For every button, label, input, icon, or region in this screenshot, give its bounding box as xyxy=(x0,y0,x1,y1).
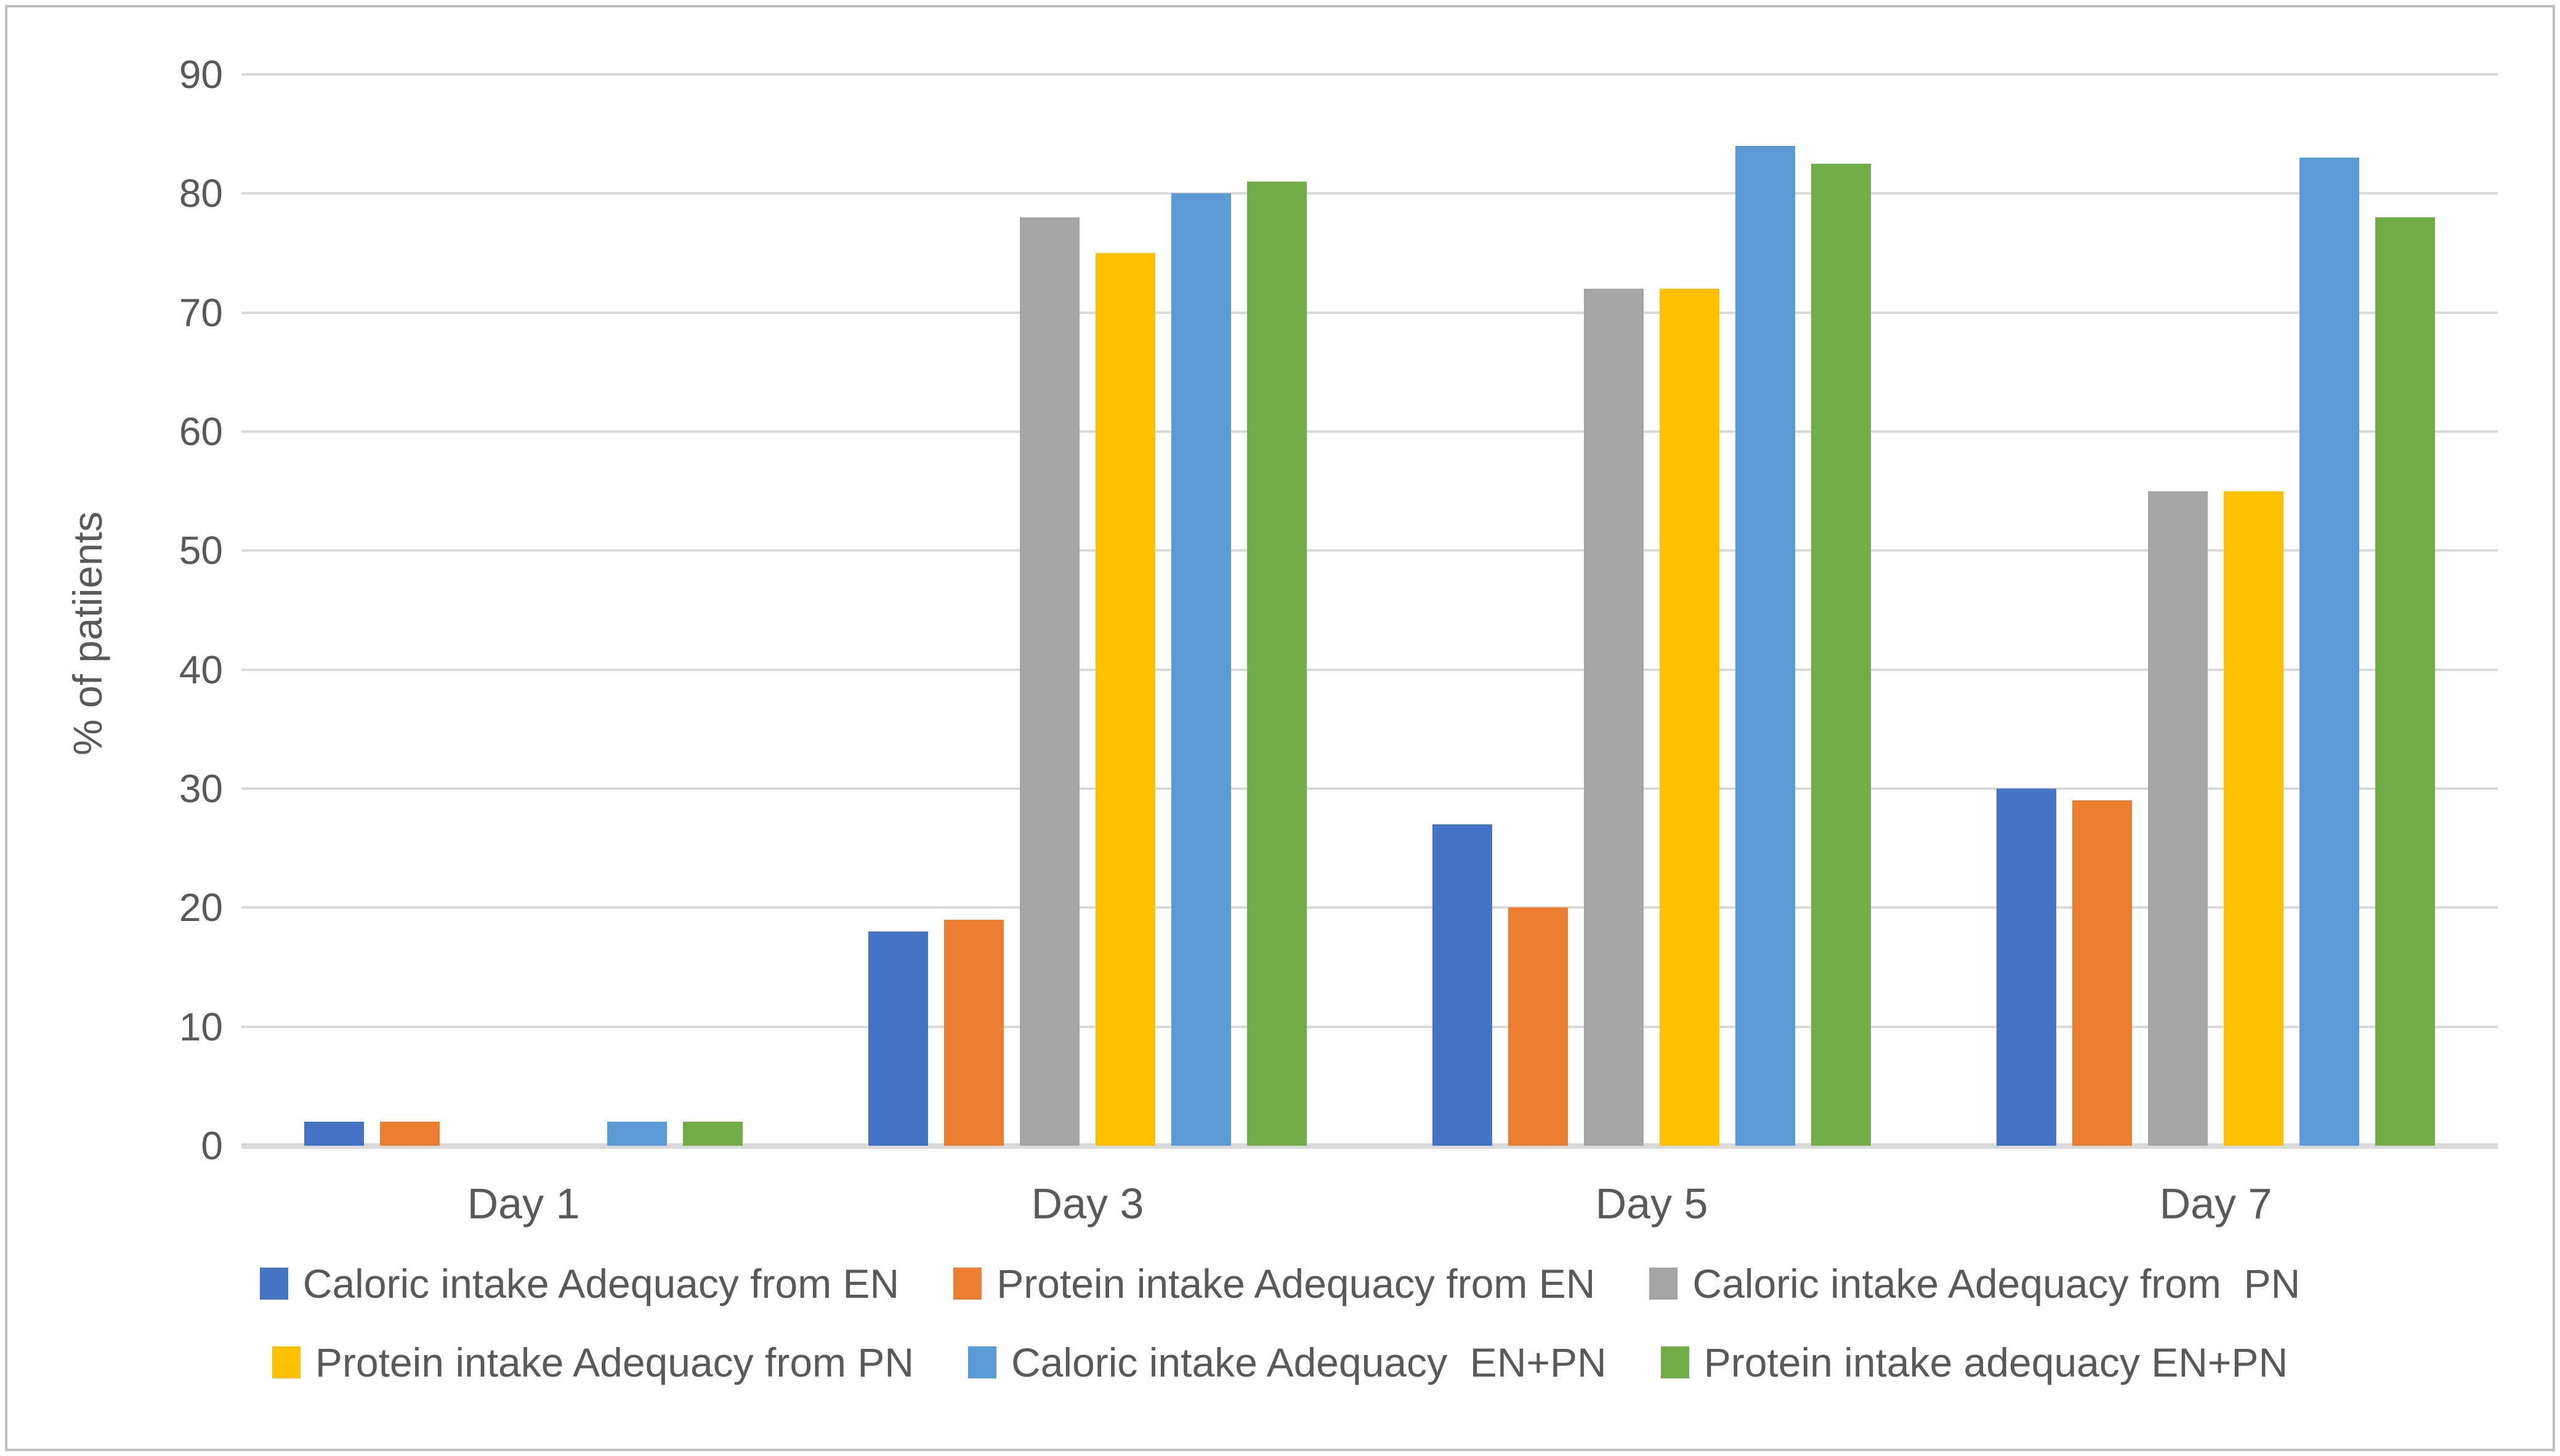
gridline-20 xyxy=(241,906,2498,909)
chart-frame: % of patiients 0 10 20 30 40 50 60 70 80 90 Day 1… xyxy=(5,5,2555,1451)
bar xyxy=(1432,824,1492,1146)
legend-swatch-icon xyxy=(272,1346,301,1378)
bar xyxy=(1171,193,1231,1146)
legend-item: Caloric intake Adequacy from PN xyxy=(1649,1260,2300,1307)
legend-item: Caloric intake Adequacy EN+PN xyxy=(968,1339,1607,1386)
legend-item: Protein intake Adequacy from PN xyxy=(272,1339,914,1386)
legend-label: Protein intake Adequacy from EN xyxy=(996,1261,1596,1306)
legend-label: Caloric intake Adequacy EN+PN xyxy=(1011,1340,1607,1385)
legend-label: Caloric intake Adequacy from PN xyxy=(1692,1261,2301,1306)
gridline-30 xyxy=(241,787,2498,790)
gridline-70 xyxy=(241,311,2498,314)
legend-label: Protein intake adequacy EN+PN xyxy=(1703,1340,2288,1385)
bar xyxy=(1020,217,1080,1146)
legend-row-1: Caloric intake Adequacy from EN Protein i… xyxy=(259,1260,2300,1307)
bar-group-day-7 xyxy=(1934,74,2498,1146)
x-axis-line xyxy=(241,1143,2498,1149)
bar xyxy=(2148,491,2208,1146)
gridline-80 xyxy=(241,192,2498,195)
legend-label: Protein intake Adequacy from PN xyxy=(315,1340,915,1385)
bar xyxy=(2224,491,2283,1146)
bar xyxy=(683,1122,743,1146)
bar xyxy=(304,1122,364,1146)
bar xyxy=(607,1122,667,1146)
bar xyxy=(1660,289,1719,1146)
gridline-90 xyxy=(241,73,2498,76)
bar xyxy=(2300,158,2359,1146)
x-category-label: Day 1 xyxy=(467,1180,580,1228)
bar xyxy=(1811,164,1871,1146)
bar-group-day-5 xyxy=(1370,74,1934,1146)
bar xyxy=(2072,800,2132,1146)
legend-item: Caloric intake Adequacy from EN xyxy=(259,1260,900,1307)
legend-swatch-icon xyxy=(953,1268,982,1300)
legend-row-2: Protein intake Adequacy from PN Caloric i… xyxy=(272,1339,2288,1386)
gridline-10 xyxy=(241,1025,2498,1028)
y-tick-label-10: 10 xyxy=(179,1004,223,1049)
legend-swatch-icon xyxy=(968,1346,997,1378)
x-category-label: Day 7 xyxy=(2159,1180,2272,1228)
bar xyxy=(380,1122,440,1146)
legend-swatch-icon xyxy=(259,1268,288,1300)
bar xyxy=(1247,182,1307,1146)
bar xyxy=(868,931,928,1146)
y-tick-label-60: 60 xyxy=(179,409,223,454)
y-tick-label-40: 40 xyxy=(179,647,223,692)
plot-area xyxy=(241,73,2498,1149)
y-tick-label-0: 0 xyxy=(201,1124,223,1168)
y-tick-label-20: 20 xyxy=(179,885,223,930)
y-tick-label-30: 30 xyxy=(179,766,223,811)
y-tick-label-90: 90 xyxy=(179,52,223,97)
y-tick-label-70: 70 xyxy=(179,290,223,335)
legend-item: Protein intake adequacy EN+PN xyxy=(1660,1339,2288,1386)
bar xyxy=(2375,217,2435,1146)
gridline-40 xyxy=(241,668,2498,671)
legend-item: Protein intake Adequacy from EN xyxy=(953,1260,1595,1307)
legend-label: Caloric intake Adequacy from EN xyxy=(302,1261,900,1306)
chart-legend: Caloric intake Adequacy from EN Protein i… xyxy=(7,1260,2553,1386)
gridline-50 xyxy=(241,549,2498,552)
bar xyxy=(1096,253,1155,1146)
bar xyxy=(1735,146,1795,1146)
x-category-label: Day 5 xyxy=(1595,1180,1708,1228)
legend-swatch-icon xyxy=(1660,1346,1689,1378)
bar xyxy=(944,919,1004,1146)
bar xyxy=(1508,907,1568,1146)
bar xyxy=(1997,789,2056,1146)
y-tick-label-80: 80 xyxy=(179,171,223,216)
bar-group-day-1 xyxy=(241,74,806,1146)
bar xyxy=(1584,289,1644,1146)
x-category-label: Day 3 xyxy=(1031,1180,1144,1228)
y-tick-label-50: 50 xyxy=(179,528,223,573)
bar-group-day-3 xyxy=(806,74,1370,1146)
gridline-60 xyxy=(241,430,2498,433)
legend-swatch-icon xyxy=(1649,1268,1678,1300)
